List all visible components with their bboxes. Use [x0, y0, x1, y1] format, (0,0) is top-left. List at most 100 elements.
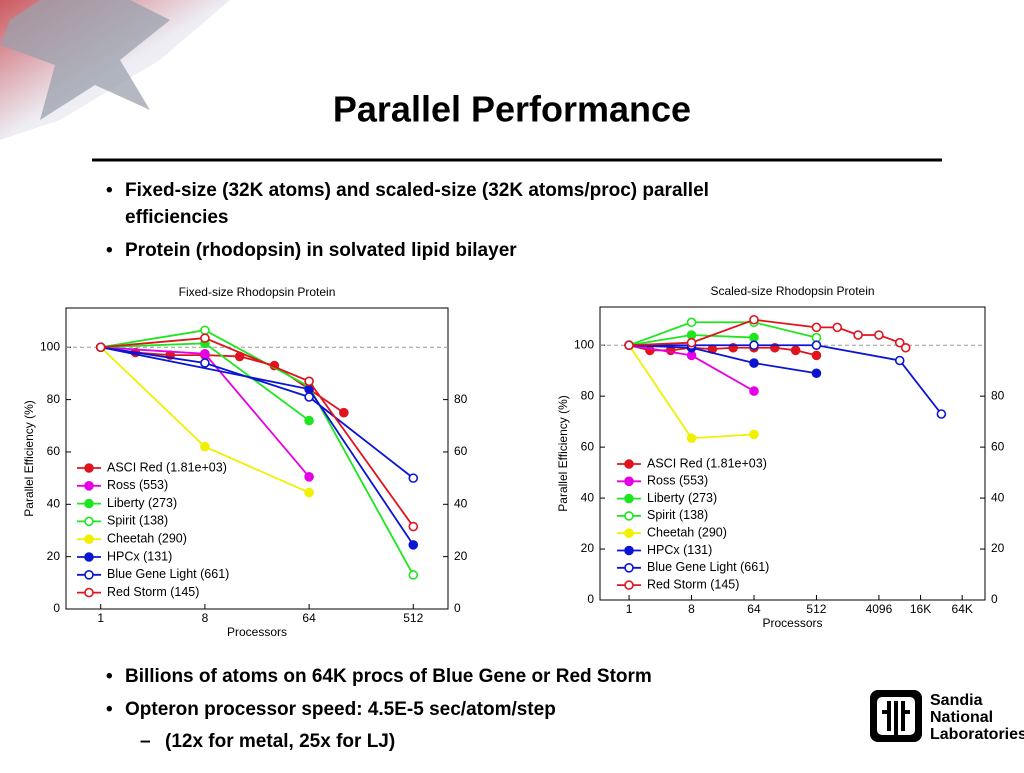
series-line — [628, 321, 817, 347]
data-point — [832, 322, 843, 333]
x-tick-label: 1 — [97, 611, 104, 625]
legend-marker — [84, 587, 94, 598]
chart-title: Scaled-size Rhodopsin Protein — [710, 284, 874, 298]
y-axis-label: Parallel Efficiency (%) — [556, 395, 570, 511]
x-axis-label: Processors — [227, 625, 287, 639]
data-point — [624, 340, 634, 351]
data-point — [304, 487, 314, 498]
y-tick-label: 20 — [581, 541, 595, 555]
series-line — [100, 337, 415, 528]
y2-tick-label: 0 — [454, 601, 461, 615]
x-tick-label: 64 — [302, 611, 316, 625]
y2-tick-label: 80 — [454, 392, 468, 406]
legend-marker — [84, 569, 94, 580]
data-point — [790, 345, 801, 356]
legend-marker — [624, 493, 634, 504]
data-point — [304, 392, 314, 402]
y2-tick-label: 40 — [454, 496, 468, 510]
series-line — [100, 329, 415, 576]
data-point — [339, 407, 349, 418]
legend-label: Spirit (138) — [647, 508, 708, 522]
sub-bullet: (12x for metal, 25x for LJ) — [165, 731, 395, 752]
y2-tick-label: 0 — [991, 592, 998, 606]
legend-label: Red Storm (145) — [647, 577, 739, 591]
data-point — [811, 350, 822, 361]
data-point — [894, 355, 905, 366]
y2-tick-label: 40 — [991, 490, 1005, 504]
logo: Sandia National Laboratories — [870, 690, 1024, 743]
legend-marker — [624, 528, 634, 539]
legend-label: HPCx (131) — [647, 543, 712, 557]
data-point — [686, 317, 697, 328]
y-tick-label: 100 — [574, 337, 594, 351]
legend-marker — [624, 562, 634, 573]
legend-marker — [84, 516, 94, 527]
legend-label: Ross (553) — [647, 474, 708, 488]
y-tick-label: 80 — [581, 388, 595, 402]
data-point — [749, 429, 759, 440]
bullet-dot: • — [106, 699, 113, 720]
x-axis-label: Processors — [762, 616, 822, 630]
legend-marker — [624, 476, 634, 487]
data-point — [95, 342, 106, 353]
data-point — [811, 340, 822, 351]
y2-tick-label: 60 — [991, 439, 1005, 453]
data-point — [408, 521, 419, 532]
bullet-dot: • — [106, 666, 113, 687]
data-point — [408, 570, 419, 580]
legend-label: Liberty (273) — [107, 496, 177, 510]
logo-mark — [882, 701, 910, 735]
x-tick-label: 64K — [952, 602, 973, 616]
data-point — [686, 330, 697, 340]
data-point — [686, 337, 697, 348]
logo-text: Sandia — [930, 692, 983, 709]
bullet: Protein (rhodopsin) in solvated lipid bi… — [125, 240, 517, 261]
bullet: Billions of atoms on 64K procs of Blue G… — [125, 666, 652, 687]
bullet: Fixed-size (32K atoms) and scaled-size (… — [125, 180, 709, 228]
data-point — [749, 386, 759, 396]
x-tick-label: 8 — [688, 602, 695, 616]
x-tick-label: 8 — [202, 611, 209, 625]
data-point — [200, 441, 210, 452]
legend-marker — [84, 552, 94, 562]
y2-tick-label: 60 — [454, 444, 468, 458]
data-point — [936, 409, 947, 419]
logo-text: Laboratories — [930, 726, 1024, 743]
data-point — [853, 330, 863, 340]
data-point — [304, 472, 314, 482]
data-point — [749, 314, 759, 325]
data-point — [811, 322, 822, 333]
data-point — [200, 349, 210, 359]
star-decoration — [0, 0, 170, 120]
plot-area — [65, 307, 449, 610]
legend-label: Spirit (138) — [107, 514, 168, 528]
legend-marker — [624, 545, 634, 556]
y-tick-label: 0 — [53, 601, 60, 615]
data-point — [749, 340, 759, 351]
legend-label: Cheetah (290) — [647, 525, 727, 539]
data-point — [749, 332, 759, 343]
legend-label: Liberty (273) — [647, 491, 717, 505]
y-tick-label: 20 — [47, 549, 61, 563]
chart: Scaled-size Rhodopsin Protein Processors P… — [556, 284, 1005, 630]
data-point — [200, 358, 210, 368]
data-point — [686, 350, 697, 361]
x-tick-label: 1 — [626, 602, 633, 616]
x-tick-label: 512 — [403, 611, 423, 625]
slide-title: Parallel Performance — [333, 89, 691, 130]
legend-label: Ross (553) — [107, 478, 168, 492]
legend-marker — [624, 459, 634, 469]
y-tick-label: 100 — [40, 339, 60, 353]
logo-text: National — [930, 709, 993, 726]
y-axis-label: Parallel Efficiency (%) — [22, 400, 36, 516]
legend-label: ASCI Red (1.81e+03) — [647, 456, 767, 470]
series-line — [629, 344, 943, 415]
legend-label: Blue Gene Light (661) — [107, 567, 229, 581]
legend-marker — [84, 534, 94, 545]
bullet-dot: • — [106, 180, 113, 201]
x-tick-label: 64 — [747, 602, 761, 616]
data-point — [200, 333, 210, 343]
x-tick-label: 16K — [910, 602, 931, 616]
